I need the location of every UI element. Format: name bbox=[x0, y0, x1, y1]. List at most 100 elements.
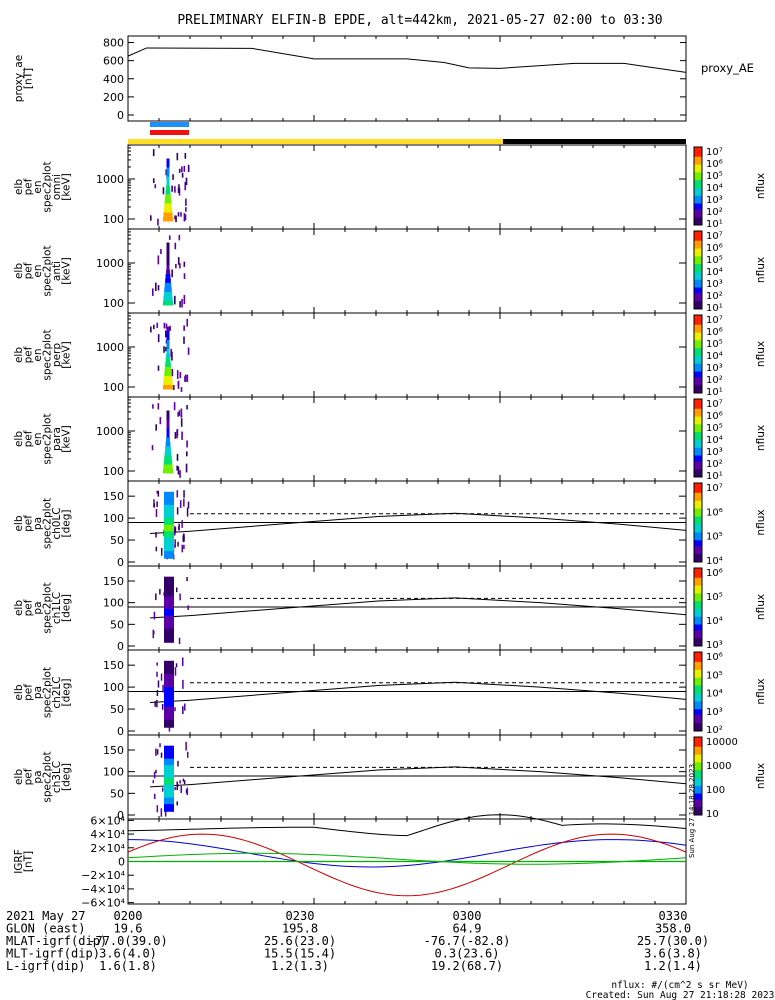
colorbar-frame bbox=[693, 482, 703, 563]
spectrogram-cell bbox=[155, 748, 157, 756]
colorbar-segment bbox=[694, 500, 702, 504]
colorbar-segment bbox=[694, 268, 702, 271]
spectrogram-cell bbox=[174, 432, 177, 439]
spectrogram-cell bbox=[178, 188, 181, 196]
spectrogram-cell bbox=[157, 403, 160, 410]
y-axis-label-para: [keV] bbox=[61, 425, 73, 453]
tick-label-proxy: 0 bbox=[117, 109, 124, 122]
colorbar-segment bbox=[694, 750, 702, 754]
spectrogram-cell bbox=[153, 324, 155, 330]
panel-frame-ch3 bbox=[127, 734, 687, 820]
spectrogram-cell bbox=[156, 322, 159, 328]
colorbar-segment bbox=[694, 217, 702, 220]
colorbar-segment bbox=[694, 373, 702, 376]
colorbar-segment bbox=[694, 209, 702, 212]
colorbar-segment bbox=[694, 344, 702, 347]
y-axis-label-perp: pef bbox=[23, 346, 35, 363]
colorbar-segment bbox=[694, 805, 702, 808]
colorbar-segment bbox=[694, 532, 702, 535]
colorbar-segment bbox=[694, 449, 702, 453]
spectrogram-cell bbox=[183, 325, 185, 331]
y-axis-label-anti: [keV] bbox=[61, 257, 73, 285]
spectrogram-cell bbox=[165, 169, 168, 176]
spectrogram-cell bbox=[164, 498, 174, 507]
colorbar-segment bbox=[694, 536, 702, 539]
colorbar-segment bbox=[694, 154, 702, 158]
colorbar-segment bbox=[694, 297, 702, 300]
spectrogram-cell bbox=[164, 589, 174, 598]
spectrogram-cell bbox=[166, 428, 170, 433]
colorbar-segment bbox=[694, 189, 702, 193]
colorbar-segment bbox=[694, 303, 702, 306]
colorbar-segment bbox=[694, 383, 702, 386]
y-axis-label-ch0: spec2plot bbox=[42, 498, 54, 549]
colorbar-frame bbox=[693, 567, 703, 647]
colorbar-segment bbox=[694, 638, 702, 641]
spectrogram-cell bbox=[157, 680, 160, 688]
colorbar-segment bbox=[694, 363, 702, 367]
spectrogram-cell bbox=[163, 292, 173, 297]
colorbar-segment bbox=[694, 475, 702, 478]
colorbar-segment bbox=[694, 764, 702, 767]
spectrogram-cell bbox=[156, 699, 158, 708]
colorbar-segment bbox=[694, 271, 702, 275]
footer-value: 195.8 bbox=[282, 922, 318, 936]
spectrogram-cell bbox=[166, 353, 170, 358]
spectrogram-cell bbox=[168, 235, 171, 240]
colorbar-segment bbox=[694, 740, 702, 744]
colorbar-segment bbox=[694, 496, 702, 500]
spectrogram-cell bbox=[175, 263, 177, 269]
spectrogram-cell bbox=[186, 440, 188, 448]
colorbar-segment bbox=[694, 248, 702, 251]
spectrogram-cell bbox=[164, 680, 174, 689]
colorbar-segment bbox=[694, 593, 702, 596]
colorbar-segment bbox=[694, 295, 702, 298]
spectrogram-cell bbox=[165, 323, 168, 329]
spectrogram-cell bbox=[184, 214, 187, 221]
y-axis-label-ch1: [deg] bbox=[61, 594, 73, 622]
colorbar-segment bbox=[694, 526, 702, 529]
colorbar-segment bbox=[694, 687, 702, 691]
colorbar-segment bbox=[694, 275, 702, 279]
footer-row-label: L-igrf(dip) bbox=[6, 959, 85, 973]
spectrogram-cell bbox=[176, 507, 179, 515]
colorbar-segment bbox=[694, 346, 702, 349]
colorbar-segment bbox=[694, 795, 702, 798]
colorbar-segment bbox=[694, 193, 702, 197]
colorbar-segment bbox=[694, 809, 702, 812]
colorbar-segment bbox=[694, 371, 702, 374]
panel-frame-anti bbox=[127, 228, 687, 314]
colorbar-segment bbox=[694, 772, 702, 775]
spectrogram-cell bbox=[155, 424, 157, 431]
footer-value: 0330 bbox=[659, 909, 688, 923]
colorbar-segment bbox=[694, 223, 702, 226]
colorbar-segment bbox=[694, 558, 702, 561]
tick-label-ch0: 150 bbox=[103, 490, 124, 503]
colorbar-segment bbox=[694, 242, 702, 246]
spectrogram-cell bbox=[176, 428, 179, 437]
colorbar-segment bbox=[694, 707, 702, 710]
spectrogram-cell bbox=[163, 380, 173, 385]
colorbar-segment bbox=[694, 381, 702, 384]
colorbar-segment bbox=[694, 665, 702, 669]
spectrogram-cell bbox=[166, 251, 170, 256]
panel-frame-omni bbox=[127, 144, 687, 230]
colorbar-segment bbox=[694, 244, 702, 248]
colorbar-segment bbox=[694, 659, 702, 663]
colorbar-segment bbox=[694, 709, 702, 712]
colorbar-segment bbox=[694, 211, 702, 214]
spectrogram-cell bbox=[175, 663, 178, 668]
colorbar-segment bbox=[694, 236, 702, 240]
colorbar-segment bbox=[694, 766, 702, 769]
spectrogram-cell bbox=[157, 365, 160, 371]
y-axis-label-ch2: [deg] bbox=[61, 679, 73, 707]
y-axis-label-omni: omni bbox=[51, 174, 63, 200]
colorbar-segment bbox=[694, 240, 702, 244]
spectrogram-cell bbox=[152, 149, 155, 157]
spectrogram-cell bbox=[178, 523, 180, 531]
colorbar-segment bbox=[694, 424, 702, 427]
colorbar-segment bbox=[694, 484, 702, 488]
colorbar-segment bbox=[694, 713, 702, 716]
colorbar-tick-label: 10⁵ bbox=[706, 532, 723, 543]
